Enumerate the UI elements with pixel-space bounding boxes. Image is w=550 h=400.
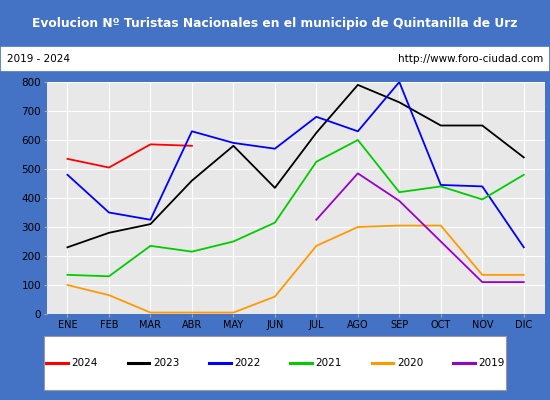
Text: http://www.foro-ciudad.com: http://www.foro-ciudad.com [398,54,543,64]
Text: 2023: 2023 [153,358,179,368]
Text: Evolucion Nº Turistas Nacionales en el municipio de Quintanilla de Urz: Evolucion Nº Turistas Nacionales en el m… [32,16,518,30]
Text: 2021: 2021 [316,358,342,368]
Text: 2020: 2020 [397,358,423,368]
Text: 2019: 2019 [478,358,505,368]
Text: 2022: 2022 [234,358,261,368]
Text: 2024: 2024 [72,358,98,368]
Text: 2019 - 2024: 2019 - 2024 [7,54,70,64]
